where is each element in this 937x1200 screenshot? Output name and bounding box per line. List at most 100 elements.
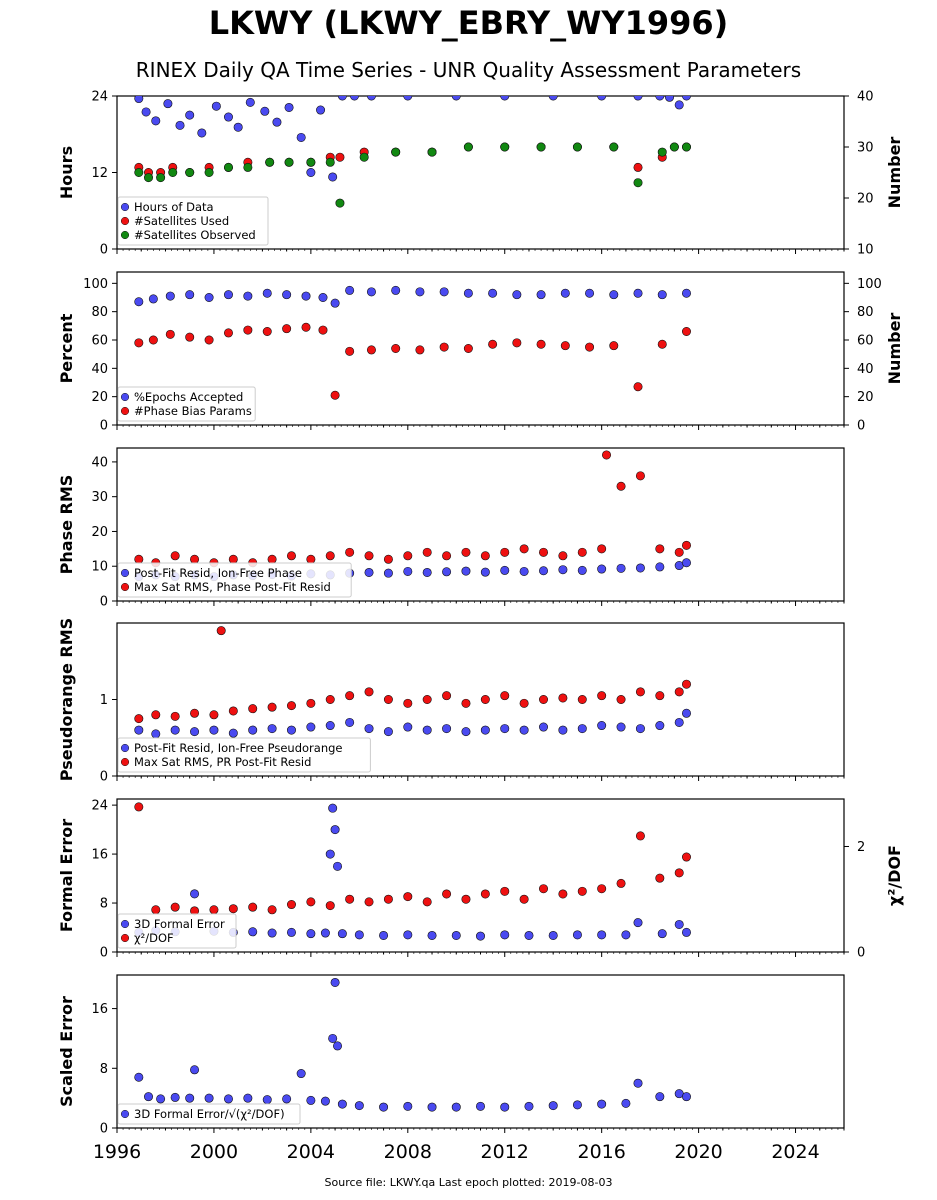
data-point — [500, 96, 510, 101]
data-point — [657, 929, 667, 939]
data-point — [391, 343, 401, 353]
data-point — [306, 168, 316, 178]
data-point — [175, 120, 185, 130]
data-point — [267, 724, 277, 734]
y-right-tick-label: 80 — [857, 305, 874, 320]
data-point — [657, 290, 667, 300]
data-point — [301, 291, 311, 301]
data-point — [422, 725, 432, 735]
source-footer: Source file: LKWY.qa Last epoch plotted:… — [324, 1176, 613, 1189]
y-tick-label: 0 — [100, 243, 108, 258]
data-point — [267, 905, 277, 915]
data-point — [665, 96, 675, 102]
data-point — [286, 701, 296, 711]
data-point — [286, 900, 296, 910]
data-point — [260, 106, 270, 116]
legend-box — [117, 1103, 301, 1125]
data-point — [519, 698, 529, 708]
y-tick-label: 0 — [100, 595, 108, 610]
data-point — [325, 721, 335, 731]
data-point — [306, 157, 316, 167]
data-point — [134, 554, 144, 564]
data-point — [442, 567, 452, 577]
data-point — [488, 288, 498, 298]
legend-box — [117, 562, 352, 598]
data-point — [548, 96, 558, 101]
data-point — [500, 547, 510, 557]
panel-3: 0 10 20 30 40 Phase RMS Post-Fit Resid, Ion-Fr… — [57, 447, 845, 610]
data-point — [337, 929, 347, 939]
data-point — [475, 931, 485, 941]
data-point — [597, 930, 607, 940]
data-point — [536, 290, 546, 300]
data-point — [512, 338, 522, 348]
data-point — [475, 1101, 485, 1111]
y-right-tick-label: 40 — [857, 90, 874, 105]
y-tick-label: 24 — [91, 799, 108, 814]
data-point — [577, 694, 587, 704]
data-point — [635, 563, 645, 573]
legend-marker — [120, 582, 130, 592]
data-point — [383, 694, 393, 704]
data-point — [616, 563, 626, 573]
legend-label: χ²/DOF — [134, 931, 174, 945]
data-point — [185, 1093, 195, 1103]
data-point — [572, 142, 582, 152]
legend-marker — [120, 216, 130, 226]
legend-label: Max Sat RMS, PR Post-Fit Resid — [134, 755, 311, 769]
data-point — [366, 345, 376, 355]
data-point — [480, 889, 490, 899]
data-point — [558, 725, 568, 735]
data-point — [461, 566, 471, 576]
y-axis-label-right: χ²/DOF — [885, 845, 904, 906]
legend-marker — [120, 757, 130, 767]
data-point — [168, 168, 178, 178]
data-point — [151, 729, 161, 739]
data-point — [655, 96, 665, 101]
data-point — [282, 1094, 292, 1104]
data-point — [403, 930, 413, 940]
data-point — [403, 566, 413, 576]
data-point — [609, 142, 619, 152]
y-tick-label: 8 — [100, 1062, 108, 1077]
data-point — [519, 566, 529, 576]
y-tick-label: 20 — [91, 525, 108, 540]
data-point — [330, 977, 340, 987]
data-point — [243, 1093, 253, 1103]
data-point — [190, 727, 200, 737]
series-group — [134, 285, 691, 400]
data-point — [558, 565, 568, 575]
data-point — [286, 725, 296, 735]
data-point — [577, 724, 587, 734]
data-point — [165, 291, 175, 301]
data-point — [597, 691, 607, 701]
x-tick-label: 2004 — [287, 1141, 335, 1163]
data-point — [674, 547, 684, 557]
y-tick-label: 40 — [91, 455, 108, 470]
data-point — [325, 157, 335, 167]
data-point — [248, 725, 258, 735]
data-point — [134, 338, 144, 348]
data-point — [463, 343, 473, 353]
data-point — [585, 288, 595, 298]
data-point — [391, 285, 401, 295]
data-point — [320, 1096, 330, 1106]
data-point — [185, 110, 195, 120]
y-axis-label-right: Number — [885, 137, 904, 209]
data-point — [633, 162, 643, 172]
y-tick-label: 100 — [83, 277, 108, 292]
x-tick-label: 2024 — [771, 1141, 819, 1163]
y-axis-label: Pseudorange RMS — [57, 618, 76, 781]
y-tick-label: 80 — [91, 305, 108, 320]
series-group — [134, 450, 691, 582]
data-point — [681, 852, 691, 862]
data-point — [267, 554, 277, 564]
y-tick-label: 24 — [91, 90, 108, 105]
data-point — [282, 290, 292, 300]
data-point — [403, 892, 413, 902]
legend-marker — [120, 1109, 130, 1119]
data-point — [333, 1041, 343, 1051]
data-point — [635, 471, 645, 481]
data-point — [325, 849, 335, 859]
y-axis-label-right: Number — [885, 313, 904, 385]
